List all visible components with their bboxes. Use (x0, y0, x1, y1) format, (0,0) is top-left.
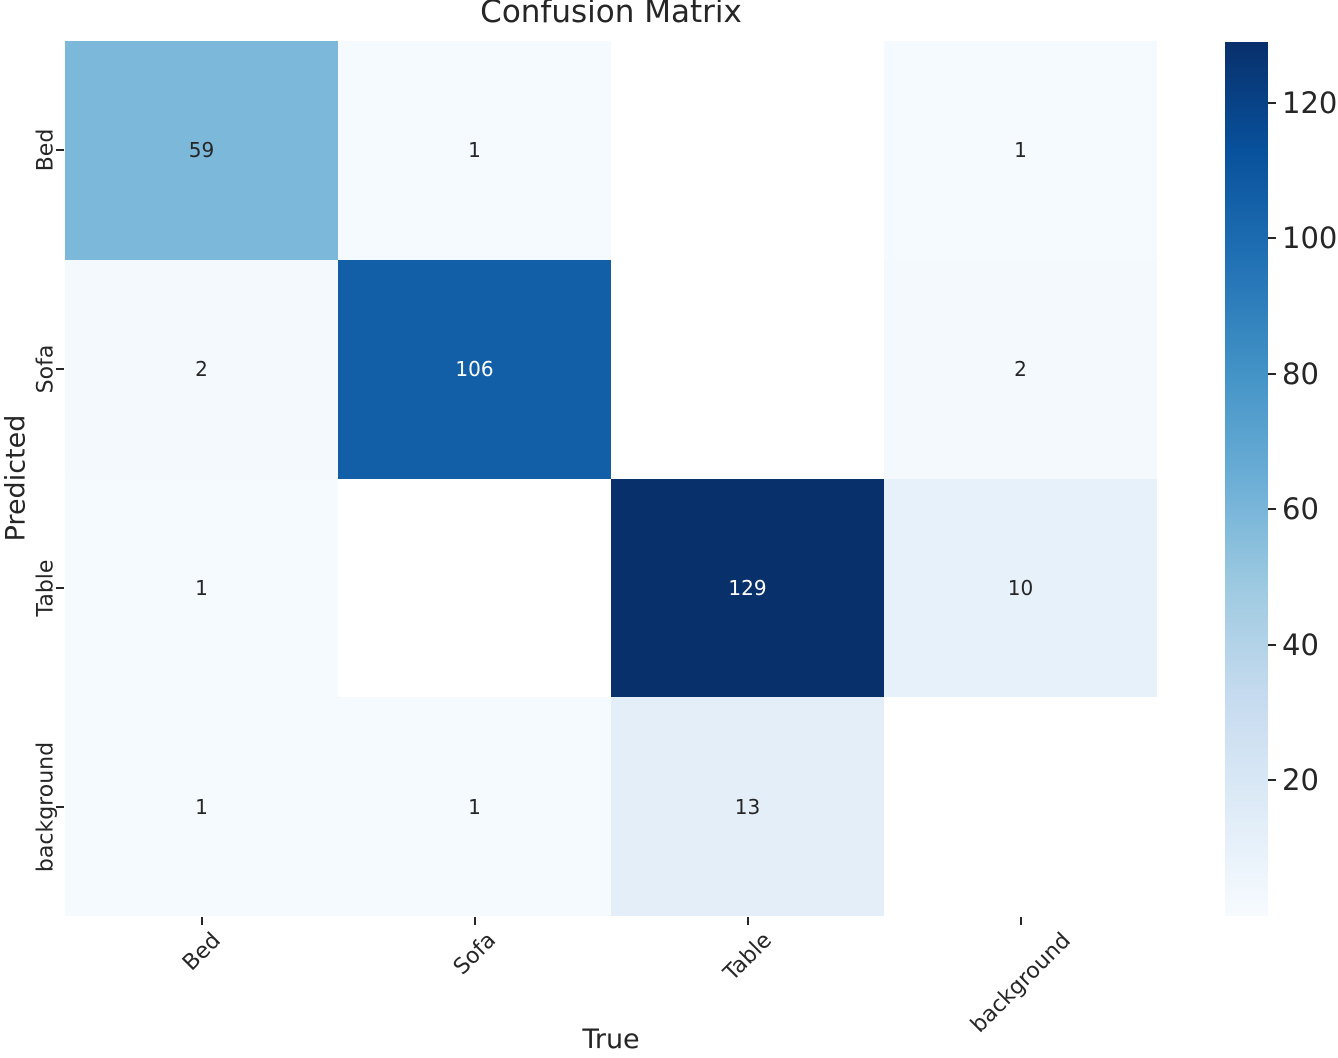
heatmap-cell: 2 (65, 259, 338, 479)
colorbar-tick-label: 120 (1282, 85, 1338, 120)
y-tick-label: background (33, 741, 59, 872)
y-tick-label: Table (33, 559, 59, 617)
colorbar-tick-label: 40 (1282, 627, 1319, 662)
heatmap-cell: 1 (65, 478, 338, 698)
cell-annotation: 1 (195, 794, 208, 819)
colorbar-tick-label: 100 (1282, 221, 1338, 256)
heatmap-cell: 129 (611, 478, 884, 698)
cell-annotation: 2 (195, 357, 208, 382)
heatmap-cell: 1 (338, 41, 611, 260)
x-tick-label: Table (718, 928, 777, 986)
colorbar-tick-mark (1268, 643, 1276, 646)
y-tick-mark (56, 368, 64, 371)
cell-annotation: 106 (455, 357, 494, 382)
x-tick-mark (200, 917, 203, 925)
heatmap-cell: 13 (611, 697, 884, 916)
x-tick-mark (473, 917, 476, 925)
heatmap-cell: 2 (884, 259, 1157, 479)
x-tick-mark (746, 917, 749, 925)
y-tick-mark (56, 805, 64, 808)
cell-annotation: 59 (188, 138, 215, 163)
cell-annotation: 129 (728, 575, 767, 600)
heatmap-cell: 1 (884, 41, 1157, 260)
cell-annotation: 1 (195, 575, 208, 600)
y-tick-label: Bed (33, 129, 59, 172)
cell-annotation: 1 (1014, 138, 1027, 163)
heatmap-cell (611, 41, 884, 260)
y-tick-mark (56, 586, 64, 589)
heatmap-cell (338, 478, 611, 698)
colorbar-tick-label: 20 (1282, 763, 1319, 798)
x-tick-label: Sofa (448, 928, 501, 981)
cell-annotation: 10 (1007, 575, 1034, 600)
y-tick-label: Sofa (33, 344, 59, 394)
y-axis-label: Predicted (0, 414, 32, 542)
colorbar-tick-mark (1268, 101, 1276, 104)
heatmap-cell (884, 697, 1157, 916)
colorbar-tick-mark (1268, 508, 1276, 511)
x-tick-label: background (965, 927, 1076, 1038)
cell-annotation: 13 (734, 794, 761, 819)
plot-title: Confusion Matrix (480, 0, 742, 30)
heatmap-cell: 1 (338, 697, 611, 916)
heatmap-cell: 106 (338, 259, 611, 479)
x-axis-label: True (582, 1024, 640, 1055)
heatmap-cell: 59 (65, 41, 338, 260)
heatmap-cell (611, 259, 884, 479)
heatmap-grid: 59 1 1 2 106 2 1 129 10 1 1 13 (65, 41, 1157, 916)
colorbar-tick-label: 60 (1282, 492, 1319, 527)
y-tick-mark (56, 149, 64, 152)
cell-annotation: 1 (468, 138, 481, 163)
colorbar-tick-mark (1268, 372, 1276, 375)
heatmap-cell: 10 (884, 478, 1157, 698)
colorbar-gradient (1225, 42, 1268, 916)
colorbar-tick-mark (1268, 237, 1276, 240)
cell-annotation: 1 (468, 794, 481, 819)
x-tick-label: Bed (177, 928, 226, 976)
colorbar-tick-label: 80 (1282, 356, 1319, 391)
cell-annotation: 2 (1014, 357, 1027, 382)
colorbar-tick-mark (1268, 779, 1276, 782)
heatmap-cell: 1 (65, 697, 338, 916)
x-tick-mark (1019, 917, 1022, 925)
